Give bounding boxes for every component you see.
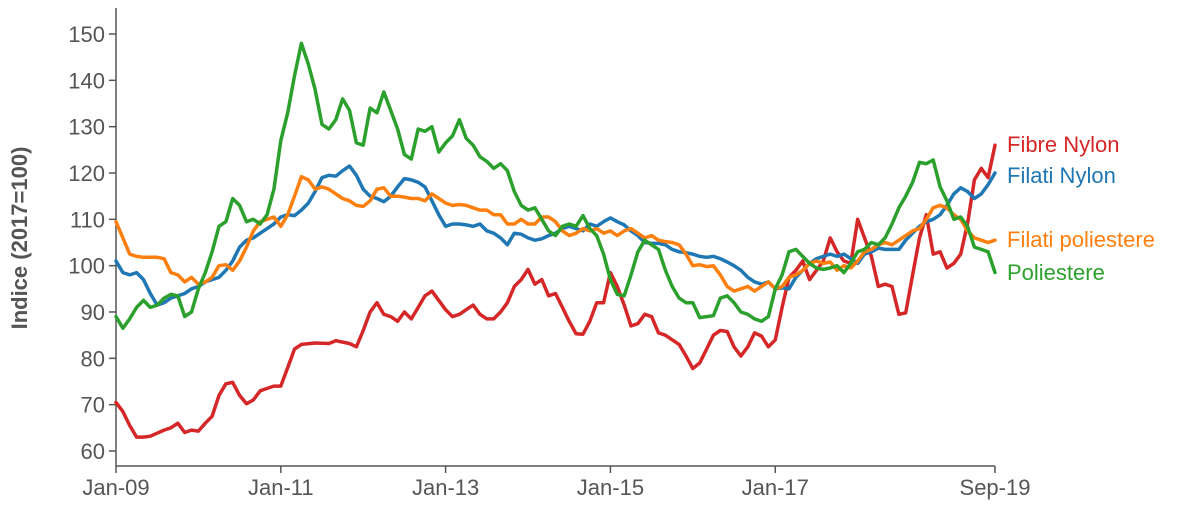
series-line-fibre-nylon bbox=[114, 143, 997, 439]
y-tick-label: 140 bbox=[68, 68, 105, 93]
x-tick-label: Jan-17 bbox=[742, 475, 809, 500]
y-axis-title: Indice (2017=100) bbox=[7, 147, 32, 330]
y-tick-label: 60 bbox=[81, 439, 105, 464]
y-tick-label: 100 bbox=[68, 254, 105, 279]
legend-label-filati-poliestere: Filati poliestere bbox=[1007, 227, 1155, 252]
y-tick-label: 80 bbox=[81, 346, 105, 371]
legend-label-poliestere: Poliestere bbox=[1007, 260, 1105, 285]
series-lines bbox=[114, 41, 997, 439]
x-tick-label: Jan-15 bbox=[577, 475, 644, 500]
y-tick-label: 90 bbox=[81, 300, 105, 325]
x-tick-label: Jan-09 bbox=[82, 475, 149, 500]
y-axis: 60 70 80 90 100 110 120 130 140 150 bbox=[68, 8, 117, 466]
y-tick-label: 120 bbox=[68, 161, 105, 186]
y-tick-label: 110 bbox=[70, 207, 105, 232]
x-tick-label: Sep-19 bbox=[960, 475, 1031, 500]
x-axis: Jan-09 Jan-11 Jan-13 Jan-15 Jan-17 Sep-19 bbox=[82, 465, 1031, 500]
series-line-poliestere bbox=[114, 41, 997, 330]
legend-label-filati-nylon: Filati Nylon bbox=[1007, 163, 1116, 188]
x-tick-label: Jan-13 bbox=[412, 475, 479, 500]
y-tick-label: 70 bbox=[81, 393, 105, 418]
legend-label-fibre-nylon: Fibre Nylon bbox=[1007, 132, 1119, 157]
x-tick-label: Jan-11 bbox=[248, 475, 314, 500]
legend-labels: Fibre Nylon Filati Nylon Filati poliestere… bbox=[1007, 132, 1155, 285]
y-tick-label: 150 bbox=[68, 22, 105, 47]
y-tick-label: 130 bbox=[68, 115, 105, 140]
